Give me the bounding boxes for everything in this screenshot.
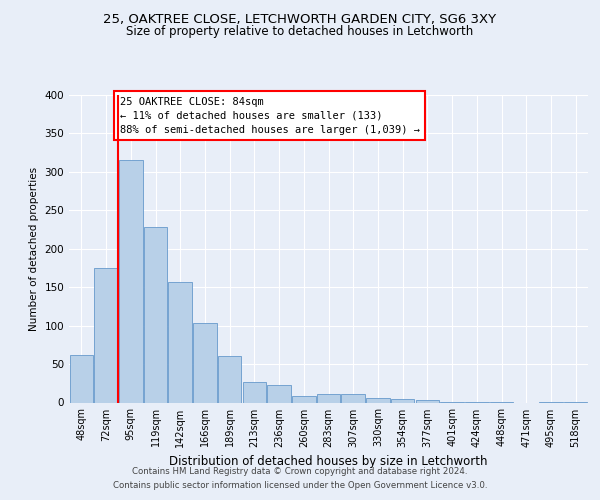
Bar xyxy=(317,394,340,402)
Text: Contains HM Land Registry data © Crown copyright and database right 2024.: Contains HM Land Registry data © Crown c… xyxy=(132,467,468,476)
Bar xyxy=(341,394,365,402)
Bar xyxy=(144,227,167,402)
Y-axis label: Number of detached properties: Number of detached properties xyxy=(29,166,39,331)
Bar xyxy=(292,396,316,402)
Bar xyxy=(218,356,241,403)
Text: 25, OAKTREE CLOSE, LETCHWORTH GARDEN CITY, SG6 3XY: 25, OAKTREE CLOSE, LETCHWORTH GARDEN CIT… xyxy=(103,12,497,26)
Bar xyxy=(391,400,415,402)
Bar xyxy=(119,160,143,402)
Bar xyxy=(416,400,439,402)
Text: Size of property relative to detached houses in Letchworth: Size of property relative to detached ho… xyxy=(127,25,473,38)
Bar xyxy=(193,324,217,402)
Bar xyxy=(366,398,389,402)
Text: Contains public sector information licensed under the Open Government Licence v3: Contains public sector information licen… xyxy=(113,481,487,490)
Bar xyxy=(169,282,192,403)
Text: 25 OAKTREE CLOSE: 84sqm
← 11% of detached houses are smaller (133)
88% of semi-d: 25 OAKTREE CLOSE: 84sqm ← 11% of detache… xyxy=(119,96,419,134)
Bar xyxy=(242,382,266,402)
X-axis label: Distribution of detached houses by size in Letchworth: Distribution of detached houses by size … xyxy=(169,455,488,468)
Bar xyxy=(268,385,291,402)
Bar xyxy=(70,355,93,403)
Bar xyxy=(94,268,118,402)
